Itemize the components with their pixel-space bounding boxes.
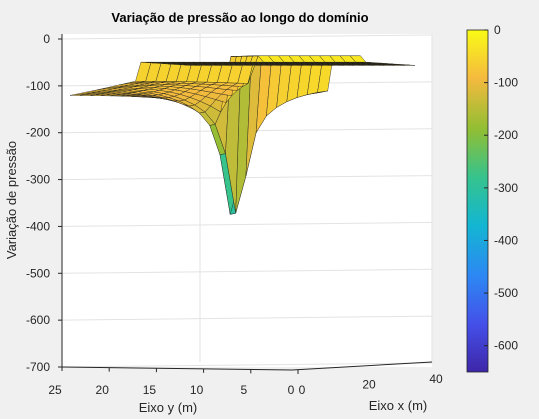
z-tick-label: -600 bbox=[26, 313, 50, 327]
z-tick-label: -200 bbox=[26, 126, 50, 140]
z-tick-label: -400 bbox=[26, 219, 50, 233]
z-tick-label: -700 bbox=[26, 360, 50, 374]
colorbar-tick-label: -400 bbox=[494, 233, 518, 247]
y-tick-label: 0 bbox=[288, 383, 295, 397]
z-grid-line bbox=[61, 221, 433, 227]
z-grid-line bbox=[61, 268, 433, 274]
x-tick-label: 0 bbox=[299, 383, 306, 397]
y-axis-ticks: 25 20 15 10 5 0 bbox=[48, 366, 299, 397]
y-tick-label: 15 bbox=[143, 383, 157, 397]
y-tick-label: 20 bbox=[96, 383, 110, 397]
colorbar: 0 -100 -200 -300 -400 -500 -600 bbox=[466, 23, 518, 373]
colorbar-tick-label: 0 bbox=[494, 23, 501, 37]
colorbar-ticks: 0 -100 -200 -300 -400 -500 -600 bbox=[484, 23, 518, 353]
x-tick-label: 40 bbox=[429, 372, 443, 386]
chart-title: Variação de pressão ao longo do domínio bbox=[111, 10, 368, 25]
colorbar-tick-label: -600 bbox=[494, 339, 518, 353]
colorbar-tick-label: -300 bbox=[494, 181, 518, 195]
axes: 0 -100 -200 -300 -400 -500 -600 -700 25 20 15 10 5 0… bbox=[26, 32, 443, 397]
z-tick-label: -300 bbox=[26, 173, 50, 187]
colorbar-tick-label: -100 bbox=[494, 76, 518, 90]
z-grid-line bbox=[61, 175, 433, 181]
z-axis-ticks: 0 -100 -200 -300 -400 -500 -600 -700 bbox=[26, 32, 63, 374]
z-tick-label: -100 bbox=[26, 79, 50, 93]
z-grid-line bbox=[61, 34, 433, 40]
colorbar-tick-label: -200 bbox=[494, 128, 518, 142]
z-axis-label: Variação de pressão bbox=[4, 141, 19, 259]
z-tick-label: -500 bbox=[26, 266, 50, 280]
z-grid-line bbox=[61, 362, 433, 368]
surface-plot bbox=[69, 55, 416, 215]
y-axis-line bbox=[61, 366, 293, 371]
y-axis-label: Eixo y (m) bbox=[139, 400, 198, 415]
z-grid-line bbox=[61, 315, 433, 321]
x-axis-ticks: 0 20 40 bbox=[291, 361, 443, 397]
colorbar-gradient bbox=[466, 29, 489, 373]
x-axis-line bbox=[291, 361, 433, 371]
colorbar-tick-label: -500 bbox=[494, 286, 518, 300]
y-tick-label: 10 bbox=[190, 383, 204, 397]
x-axis-label: Eixo x (m) bbox=[369, 398, 428, 413]
z-tick-label: 0 bbox=[43, 32, 50, 46]
y-tick-label: 5 bbox=[240, 383, 247, 397]
x-tick-label: 20 bbox=[362, 378, 376, 392]
y-tick-label: 25 bbox=[48, 383, 62, 397]
